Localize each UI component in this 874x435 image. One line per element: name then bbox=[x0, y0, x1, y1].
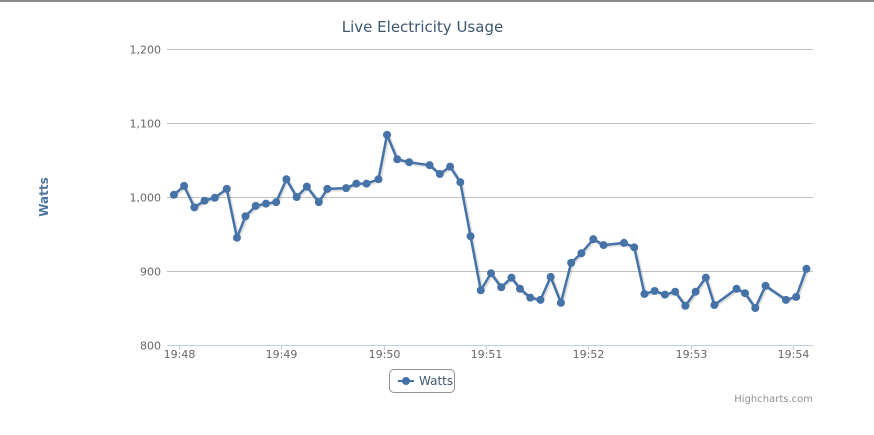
data-point[interactable] bbox=[210, 193, 219, 202]
line-marker-icon bbox=[398, 376, 414, 386]
data-point[interactable] bbox=[466, 232, 475, 241]
data-point[interactable] bbox=[577, 249, 586, 258]
data-point[interactable] bbox=[691, 287, 700, 296]
data-point[interactable] bbox=[405, 158, 414, 167]
data-point[interactable] bbox=[526, 293, 535, 302]
data-point[interactable] bbox=[741, 289, 750, 298]
legend-item-watts[interactable]: Watts bbox=[389, 369, 455, 393]
y-axis-title: Watts bbox=[37, 177, 51, 217]
legend-label: Watts bbox=[419, 374, 454, 388]
y-tick-label: 1,200 bbox=[129, 43, 162, 56]
data-point[interactable] bbox=[781, 295, 790, 304]
data-point[interactable] bbox=[507, 273, 516, 282]
y-tick-label: 1,100 bbox=[129, 117, 162, 130]
data-point[interactable] bbox=[190, 203, 199, 212]
y-tick-label: 800 bbox=[140, 339, 161, 352]
data-point[interactable] bbox=[393, 155, 402, 164]
data-point[interactable] bbox=[352, 179, 361, 188]
data-point[interactable] bbox=[640, 289, 649, 298]
data-point[interactable] bbox=[200, 196, 209, 205]
data-point[interactable] bbox=[169, 190, 178, 199]
data-point[interactable] bbox=[497, 283, 506, 292]
data-point[interactable] bbox=[660, 290, 669, 299]
data-point[interactable] bbox=[761, 281, 770, 290]
data-point[interactable] bbox=[732, 284, 741, 293]
grid-lines bbox=[167, 49, 813, 272]
data-point[interactable] bbox=[671, 287, 680, 296]
y-tick-label: 1,000 bbox=[129, 191, 162, 204]
data-point[interactable] bbox=[751, 304, 760, 312]
x-tick-label: 19:54 bbox=[777, 348, 810, 361]
data-point[interactable] bbox=[446, 162, 455, 171]
data-point[interactable] bbox=[314, 198, 323, 207]
chart-title: Live Electricity Usage bbox=[341, 18, 504, 36]
x-tick-label: 19:48 bbox=[163, 348, 196, 361]
data-point[interactable] bbox=[536, 295, 545, 304]
x-axis bbox=[167, 345, 813, 350]
data-point[interactable] bbox=[435, 170, 444, 179]
data-point[interactable] bbox=[292, 193, 301, 201]
data-point[interactable] bbox=[546, 272, 555, 281]
window-top-border bbox=[0, 0, 874, 2]
data-point[interactable] bbox=[222, 184, 231, 193]
data-point[interactable] bbox=[599, 241, 608, 250]
data-point[interactable] bbox=[261, 199, 270, 208]
data-point[interactable] bbox=[516, 284, 524, 293]
credits-link[interactable]: Highcharts.com bbox=[734, 394, 813, 405]
data-point[interactable] bbox=[620, 238, 629, 247]
data-point[interactable] bbox=[241, 212, 250, 221]
data-point[interactable] bbox=[362, 179, 371, 188]
data-point[interactable] bbox=[650, 286, 659, 295]
y-tick-label: 900 bbox=[140, 265, 161, 278]
data-point[interactable] bbox=[323, 184, 332, 193]
data-point[interactable] bbox=[180, 181, 189, 190]
data-point[interactable] bbox=[425, 161, 434, 170]
data-point[interactable] bbox=[487, 269, 496, 278]
data-point[interactable] bbox=[567, 258, 576, 267]
data-point[interactable] bbox=[251, 201, 260, 210]
series-watts[interactable] bbox=[169, 130, 811, 312]
data-point[interactable] bbox=[374, 175, 383, 184]
x-tick-label: 19:52 bbox=[572, 348, 605, 361]
data-point[interactable] bbox=[302, 182, 311, 191]
data-point[interactable] bbox=[476, 286, 485, 295]
data-point[interactable] bbox=[701, 273, 710, 282]
data-point[interactable] bbox=[282, 175, 291, 184]
data-point[interactable] bbox=[232, 233, 241, 242]
data-point[interactable] bbox=[383, 130, 392, 139]
x-tick-label: 19:53 bbox=[675, 348, 708, 361]
data-point[interactable] bbox=[792, 292, 801, 301]
data-point[interactable] bbox=[802, 264, 811, 273]
data-point[interactable] bbox=[589, 235, 598, 244]
x-tick-label: 19:51 bbox=[470, 348, 503, 361]
data-point[interactable] bbox=[556, 298, 565, 307]
data-point[interactable] bbox=[272, 198, 281, 207]
x-tick-label: 19:49 bbox=[265, 348, 298, 361]
data-point[interactable] bbox=[681, 301, 690, 310]
x-tick-label: 19:50 bbox=[368, 348, 401, 361]
data-point[interactable] bbox=[342, 184, 351, 193]
data-point[interactable] bbox=[710, 301, 719, 310]
data-point[interactable] bbox=[630, 243, 639, 252]
data-point[interactable] bbox=[456, 178, 465, 187]
